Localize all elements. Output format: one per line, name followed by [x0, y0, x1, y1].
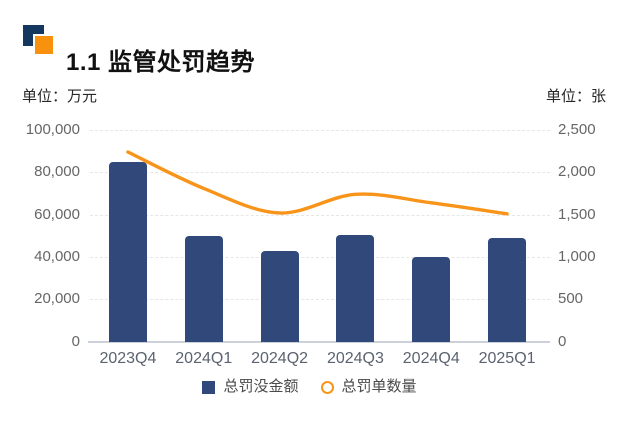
chart-legend: 总罚没金额 总罚单数量 — [0, 378, 619, 396]
left-axis-unit-label: 单位：万元 — [22, 88, 98, 105]
right-axis-tick: 1,000 — [558, 248, 596, 266]
title-bullet-orange-square-icon — [33, 34, 55, 56]
trend-line-path[interactable] — [126, 150, 509, 216]
x-axis-line — [88, 340, 550, 343]
right-axis-tick: 2,500 — [558, 121, 596, 138]
gridline — [90, 299, 550, 301]
right-axis-tick: 0 — [558, 332, 567, 350]
legend-label: 总罚没金额 — [223, 378, 299, 395]
page-title: 1.1 监管处罚趋势 — [66, 49, 256, 77]
gridline — [90, 257, 550, 259]
bar-2023Q4[interactable] — [108, 161, 147, 342]
x-axis-label-2024Q2: 2024Q2 — [251, 350, 309, 367]
legend-item-line[interactable]: 总罚单数量 — [320, 378, 417, 396]
bar-2024Q1[interactable] — [184, 235, 223, 342]
left-axis-tick: 0 — [71, 332, 80, 350]
legend-label: 总罚单数量 — [341, 378, 417, 395]
left-axis-tick: 40,000 — [34, 248, 80, 266]
right-axis-tick: 1,500 — [558, 205, 596, 223]
x-axis-label-2025Q1: 2025Q1 — [478, 350, 536, 367]
right-axis-tick: 2,000 — [558, 163, 596, 181]
x-axis-label-2024Q1: 2024Q1 — [175, 350, 233, 367]
x-axis-label-2023Q4: 2023Q4 — [99, 350, 157, 367]
right-axis-unit-label: 单位：张 — [545, 88, 606, 105]
left-axis-tick: 100,000 — [25, 121, 80, 138]
right-axis-tick: 500 — [558, 290, 584, 308]
left-axis-tick: 80,000 — [34, 163, 80, 181]
bar-2024Q4[interactable] — [412, 257, 451, 342]
x-axis-label-2024Q4: 2024Q4 — [402, 350, 460, 367]
legend-item-bar[interactable]: 总罚没金额 — [202, 378, 299, 396]
bar-2024Q2[interactable] — [260, 250, 299, 342]
gridline — [90, 214, 550, 216]
left-axis-tick: 60,000 — [34, 205, 80, 223]
gridline — [90, 172, 550, 174]
legend-circle-icon — [320, 380, 334, 394]
bar-2024Q3[interactable] — [336, 234, 375, 342]
left-axis-tick: 20,000 — [34, 290, 80, 308]
x-axis-label-2024Q3: 2024Q3 — [326, 350, 384, 367]
gridline — [90, 130, 550, 131]
bar-2025Q1[interactable] — [488, 237, 527, 342]
legend-square-icon — [202, 380, 216, 394]
